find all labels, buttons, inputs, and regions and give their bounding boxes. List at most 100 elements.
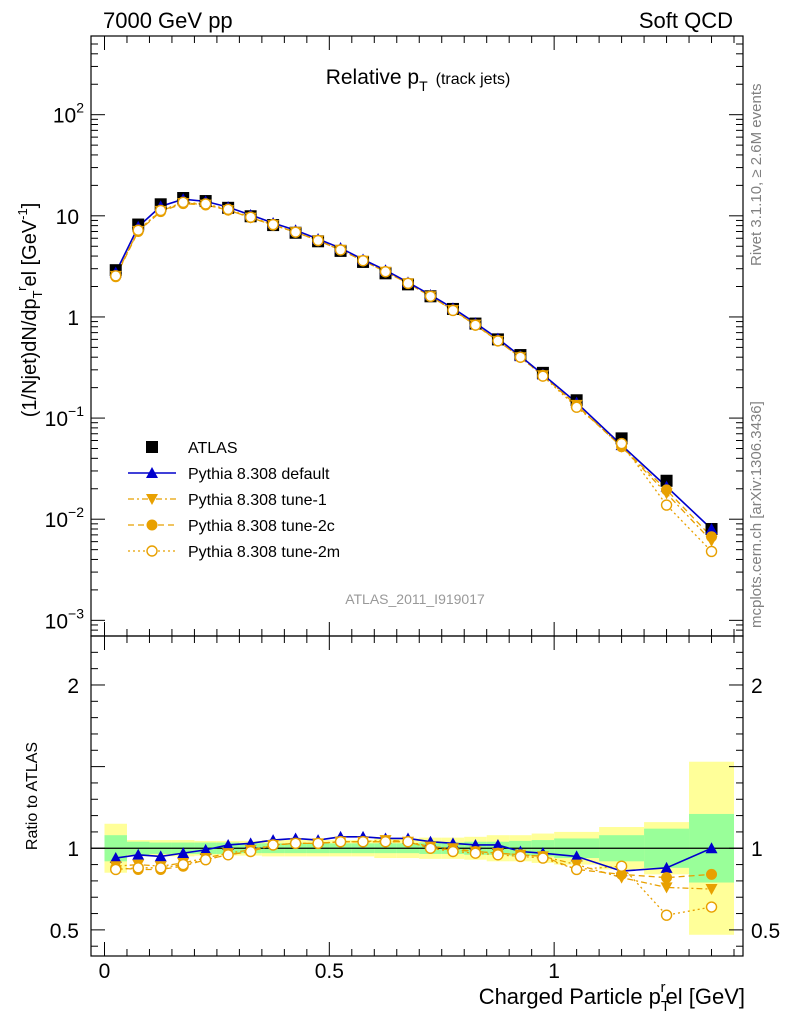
main-y-axis-label: (1/Njet)dN/dpTrel [GeV-1] bbox=[14, 203, 45, 418]
data-point-pythia-8-308-tune-2m bbox=[402, 277, 414, 290]
ratio-point-pythia-8-308-tune-2m bbox=[357, 836, 369, 848]
data-point-pythia-8-308-tune-2m bbox=[514, 351, 527, 363]
data-point-pythia-8-308-tune-2m bbox=[334, 244, 347, 256]
data-point-pythia-8-308-tune-2m bbox=[312, 234, 324, 247]
x-tick-label: 0 bbox=[99, 960, 111, 983]
data-point-pythia-8-308-tune-2m bbox=[424, 290, 437, 303]
header-left: 7000 GeV pp bbox=[103, 8, 233, 33]
ratio-point-pythia-8-308-tune-2m bbox=[424, 842, 437, 854]
data-point-pythia-8-308-tune-2m bbox=[492, 335, 504, 347]
ratio-point-pythia-8-308-tune-2c bbox=[706, 868, 718, 880]
data-point-pythia-8-308-tune-2m bbox=[244, 211, 257, 223]
legend-label-pythia-8-308-tune-1: Pythia 8.308 tune-1 bbox=[188, 492, 327, 509]
ratio-y-tick-label-left: 2 bbox=[67, 675, 79, 698]
ratio-point-pythia-8-308-tune-2m bbox=[222, 849, 234, 861]
data-point-pythia-8-308-tune-2m bbox=[222, 203, 234, 216]
ratio-point-pythia-8-308-tune-1 bbox=[705, 884, 718, 896]
rivet-version-text: Rivet 3.1.10, ≥ 2.6M events bbox=[748, 84, 765, 267]
main-y-tick-label: 10−1 bbox=[45, 403, 85, 431]
ratio-line-pythia-8-308-default bbox=[115, 836, 712, 872]
data-point-pythia-8-308-tune-2m bbox=[537, 370, 549, 382]
data-point-pythia-8-308-tune-2m bbox=[615, 437, 628, 450]
ratio-line-pythia-8-308-tune-2c bbox=[115, 841, 712, 879]
ratio-point-pythia-8-308-default bbox=[177, 847, 190, 859]
ratio-point-pythia-8-308-tune-2m bbox=[289, 837, 302, 850]
legend-label-atlas: ATLAS bbox=[188, 440, 238, 457]
ratio-data-layer bbox=[109, 830, 718, 921]
ratio-point-pythia-8-308-tune-2m bbox=[615, 860, 628, 872]
ratio-point-pythia-8-308-tune-2m bbox=[132, 862, 144, 874]
ratio-point-pythia-8-308-tune-2m bbox=[244, 845, 257, 858]
ratio-point-pythia-8-308-default bbox=[491, 838, 504, 850]
x-axis-label-sub: T bbox=[661, 998, 670, 1015]
series-line-pythia-8-308-tune-2m bbox=[115, 201, 712, 552]
data-point-pythia-8-308-tune-2m bbox=[570, 401, 583, 413]
main-y-tick-label: 10−3 bbox=[45, 605, 85, 633]
ratio-point-pythia-8-308-default bbox=[132, 848, 145, 860]
ratio-point-pythia-8-308-tune-2m bbox=[379, 836, 392, 848]
ratio-point-pythia-8-308-default bbox=[705, 842, 718, 854]
main-title-text: Relative p bbox=[326, 66, 419, 89]
legend-marker-pythia-8-308-default bbox=[146, 467, 158, 478]
ratio-point-pythia-8-308-tune-2m bbox=[267, 839, 279, 851]
ratio-point-pythia-8-308-default bbox=[570, 850, 583, 862]
main-y-tick-label: 102 bbox=[53, 100, 84, 128]
legend-label-pythia-8-308-tune-2c: Pythia 8.308 tune-2c bbox=[188, 518, 335, 535]
ratio-point-pythia-8-308-tune-2m bbox=[537, 852, 549, 864]
ratio-point-pythia-8-308-tune-2m bbox=[514, 850, 527, 863]
data-point-pythia-8-308-tune-2m bbox=[469, 319, 482, 331]
ratio-point-pythia-8-308-tune-2m bbox=[469, 847, 482, 859]
ratio-y-tick-label-right: 0.5 bbox=[751, 920, 780, 943]
data-point-pythia-8-308-tune-2c bbox=[706, 531, 718, 543]
ratio-point-pythia-8-308-tune-2m bbox=[334, 836, 347, 848]
ratio-point-pythia-8-308-tune-2m bbox=[660, 909, 673, 921]
legend-marker-pythia-8-308-tune-2c bbox=[146, 519, 158, 531]
ratio-point-pythia-8-308-tune-2c bbox=[661, 872, 673, 884]
main-title: Relative pT (track jets) bbox=[326, 66, 511, 94]
x-axis-label-tail: el [GeV] bbox=[666, 984, 745, 1009]
ratio-y-tick-label-right: 1 bbox=[751, 838, 763, 861]
data-point-pythia-8-308-tune-2m bbox=[705, 545, 718, 558]
ratio-point-pythia-8-308-default bbox=[109, 852, 122, 864]
ratio-point-pythia-8-308-default bbox=[222, 838, 235, 850]
data-point-pythia-8-308-tune-2m bbox=[289, 226, 302, 238]
data-point-pythia-8-308-tune-2m bbox=[177, 196, 189, 209]
mcplots-label: mcplots.cern.ch [arXiv:1306.3436] bbox=[748, 401, 765, 628]
ratio-y-tick-label-right: 2 bbox=[751, 675, 763, 698]
ratio-point-pythia-8-308-tune-2m bbox=[402, 836, 414, 848]
ratio-point-pythia-8-308-tune-2m bbox=[570, 863, 583, 876]
x-tick-label: 0.5 bbox=[315, 960, 344, 983]
main-title-note: (track jets) bbox=[436, 71, 511, 88]
ratio-point-pythia-8-308-tune-2m bbox=[110, 863, 122, 876]
ratio-point-pythia-8-308-tune-1 bbox=[660, 882, 673, 894]
svg-text:(1/Njet)dN/dpTrel [GeV-1]: (1/Njet)dN/dpTrel [GeV-1] bbox=[14, 203, 45, 418]
data-point-pythia-8-308-tune-2m bbox=[379, 266, 392, 278]
ratio-point-pythia-8-308-tune-2c bbox=[616, 868, 628, 880]
main-data-layer bbox=[109, 192, 718, 558]
main-panel: 10−3 10−2 10−1 1 10 102 Relative pT (track jet… bbox=[45, 35, 744, 637]
ratio-point-pythia-8-308-tune-2m bbox=[447, 845, 459, 858]
x-tick-label: 1 bbox=[548, 960, 560, 983]
legend-marker-atlas bbox=[146, 441, 158, 453]
data-point-pythia-8-308-default bbox=[705, 523, 718, 535]
data-point-pythia-8-308-tune-2m bbox=[132, 224, 144, 236]
main-y-tick-label: 1 bbox=[67, 307, 79, 330]
main-title-subscript: T bbox=[419, 78, 428, 94]
data-point-pythia-8-308-tune-2c bbox=[661, 484, 673, 496]
rivet-version-label: Rivet 3.1.10, ≥ 2.6M events bbox=[748, 84, 765, 267]
ratio-point-pythia-8-308-tune-2m bbox=[312, 837, 324, 850]
mcplots-text: mcplots.cern.ch [arXiv:1306.3436] bbox=[748, 401, 765, 628]
ratio-y-axis-label-text: Ratio to ATLAS bbox=[24, 742, 41, 850]
data-point-pythia-8-308-tune-2m bbox=[154, 204, 167, 217]
data-point-pythia-8-308-tune-2m bbox=[447, 304, 459, 317]
header-right: Soft QCD bbox=[639, 8, 733, 33]
analysis-label: ATLAS_2011_I919017 bbox=[345, 591, 485, 607]
legend-marker-pythia-8-308-tune-1 bbox=[146, 494, 158, 505]
data-point-pythia-8-308-tune-2m bbox=[267, 218, 279, 231]
ratio-axes: 0.5 0.5 1 1 2 2 0 0.5 1 bbox=[50, 635, 780, 983]
legend-label-pythia-8-308-tune-2m: Pythia 8.308 tune-2m bbox=[188, 544, 340, 561]
ratio-point-pythia-8-308-default bbox=[199, 843, 212, 855]
legend-label-pythia-8-308-default: Pythia 8.308 default bbox=[188, 466, 330, 483]
data-point-pythia-8-308-tune-2m bbox=[357, 254, 369, 267]
